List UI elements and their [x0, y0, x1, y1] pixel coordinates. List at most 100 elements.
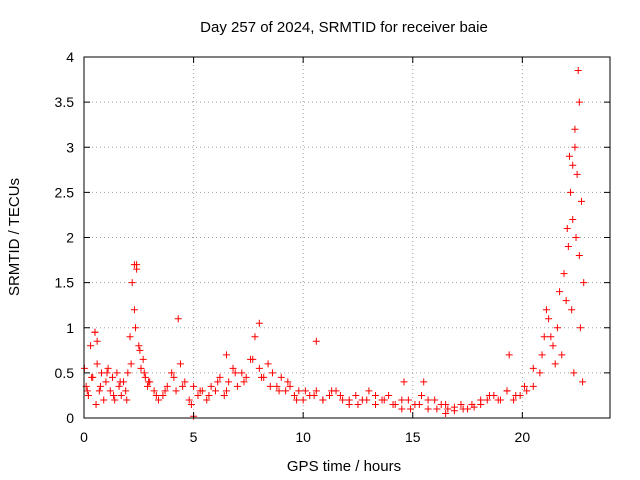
y-tick-label: 0: [66, 410, 74, 426]
data-point: [444, 405, 452, 413]
data-point: [96, 382, 104, 390]
data-point: [538, 351, 546, 359]
data-point: [170, 373, 178, 381]
data-point: [420, 378, 428, 386]
data-point: [100, 396, 108, 404]
data-point: [578, 197, 586, 205]
data-point: [293, 396, 301, 404]
data-point: [415, 400, 423, 408]
data-point: [130, 306, 138, 314]
data-point: [264, 360, 272, 368]
data-point: [93, 360, 101, 368]
data-point: [284, 378, 292, 386]
data-point: [181, 378, 189, 386]
data-point: [205, 391, 213, 399]
data-point: [354, 400, 362, 408]
data-points: [80, 67, 588, 420]
data-point: [187, 400, 195, 408]
data-point: [575, 98, 583, 106]
data-point: [132, 324, 140, 332]
data-point: [233, 382, 241, 390]
data-point: [442, 409, 450, 417]
data-point: [574, 67, 582, 75]
data-point: [551, 360, 559, 368]
x-tick-label: 15: [405, 429, 421, 445]
data-point: [139, 355, 147, 363]
data-point: [258, 373, 266, 381]
data-point: [424, 396, 432, 404]
data-point: [529, 364, 537, 372]
data-point: [216, 373, 224, 381]
data-point: [240, 378, 248, 386]
data-point: [172, 387, 180, 395]
data-point: [220, 391, 228, 399]
data-point: [312, 387, 320, 395]
data-point: [207, 382, 215, 390]
data-point: [398, 396, 406, 404]
data-point: [203, 396, 211, 404]
data-point: [128, 279, 136, 287]
data-point: [371, 391, 379, 399]
data-point: [542, 306, 550, 314]
data-point: [126, 333, 134, 341]
data-point: [190, 382, 198, 390]
data-point: [579, 378, 587, 386]
data-point: [380, 396, 388, 404]
data-point: [563, 224, 571, 232]
data-point: [106, 387, 114, 395]
data-point: [573, 170, 581, 178]
data-point: [576, 324, 584, 332]
data-point: [312, 337, 320, 345]
data-point: [371, 400, 379, 408]
data-point: [558, 351, 566, 359]
data-point: [545, 315, 553, 323]
grid-lines: [84, 57, 610, 418]
y-tick-label: 1.5: [55, 275, 75, 291]
data-point: [571, 143, 579, 151]
y-tick-label: 0.5: [55, 365, 75, 381]
data-point: [339, 396, 347, 404]
data-point: [95, 387, 103, 395]
data-point: [238, 369, 246, 377]
data-point: [570, 369, 578, 377]
data-point: [136, 346, 144, 354]
data-point: [529, 382, 537, 390]
data-point: [564, 243, 572, 251]
data-point: [442, 400, 450, 408]
data-point: [116, 378, 124, 386]
data-point: [150, 387, 158, 395]
x-tick-label: 10: [295, 429, 311, 445]
data-point: [222, 351, 230, 359]
x-tick-label: 20: [515, 429, 531, 445]
y-tick-label: 2: [66, 230, 74, 246]
data-point: [249, 355, 257, 363]
data-point: [124, 369, 132, 377]
data-point: [127, 360, 135, 368]
data-point: [88, 373, 96, 381]
data-point: [572, 234, 580, 241]
data-point: [512, 391, 520, 399]
data-point: [222, 387, 230, 395]
data-point: [275, 387, 283, 395]
y-axis-label: SRMTID / TECUs: [6, 178, 23, 296]
data-point: [404, 396, 412, 404]
data-point: [523, 387, 531, 395]
data-point: [328, 387, 336, 395]
data-point: [521, 382, 529, 390]
data-point: [571, 125, 579, 133]
data-point: [560, 270, 568, 278]
data-point: [431, 396, 439, 404]
data-point: [111, 396, 119, 404]
chart-title: Day 257 of 2024, SRMTID for receiver bai…: [200, 19, 488, 36]
data-point: [277, 373, 285, 381]
data-point: [140, 369, 148, 377]
data-point: [540, 333, 548, 341]
data-point: [547, 333, 555, 341]
x-tick-label: 0: [80, 429, 88, 445]
data-point: [568, 306, 576, 314]
data-point: [179, 382, 187, 390]
data-point: [174, 315, 182, 323]
data-point: [141, 373, 149, 381]
y-tick-label: 2.5: [55, 184, 75, 200]
data-point: [176, 360, 184, 368]
